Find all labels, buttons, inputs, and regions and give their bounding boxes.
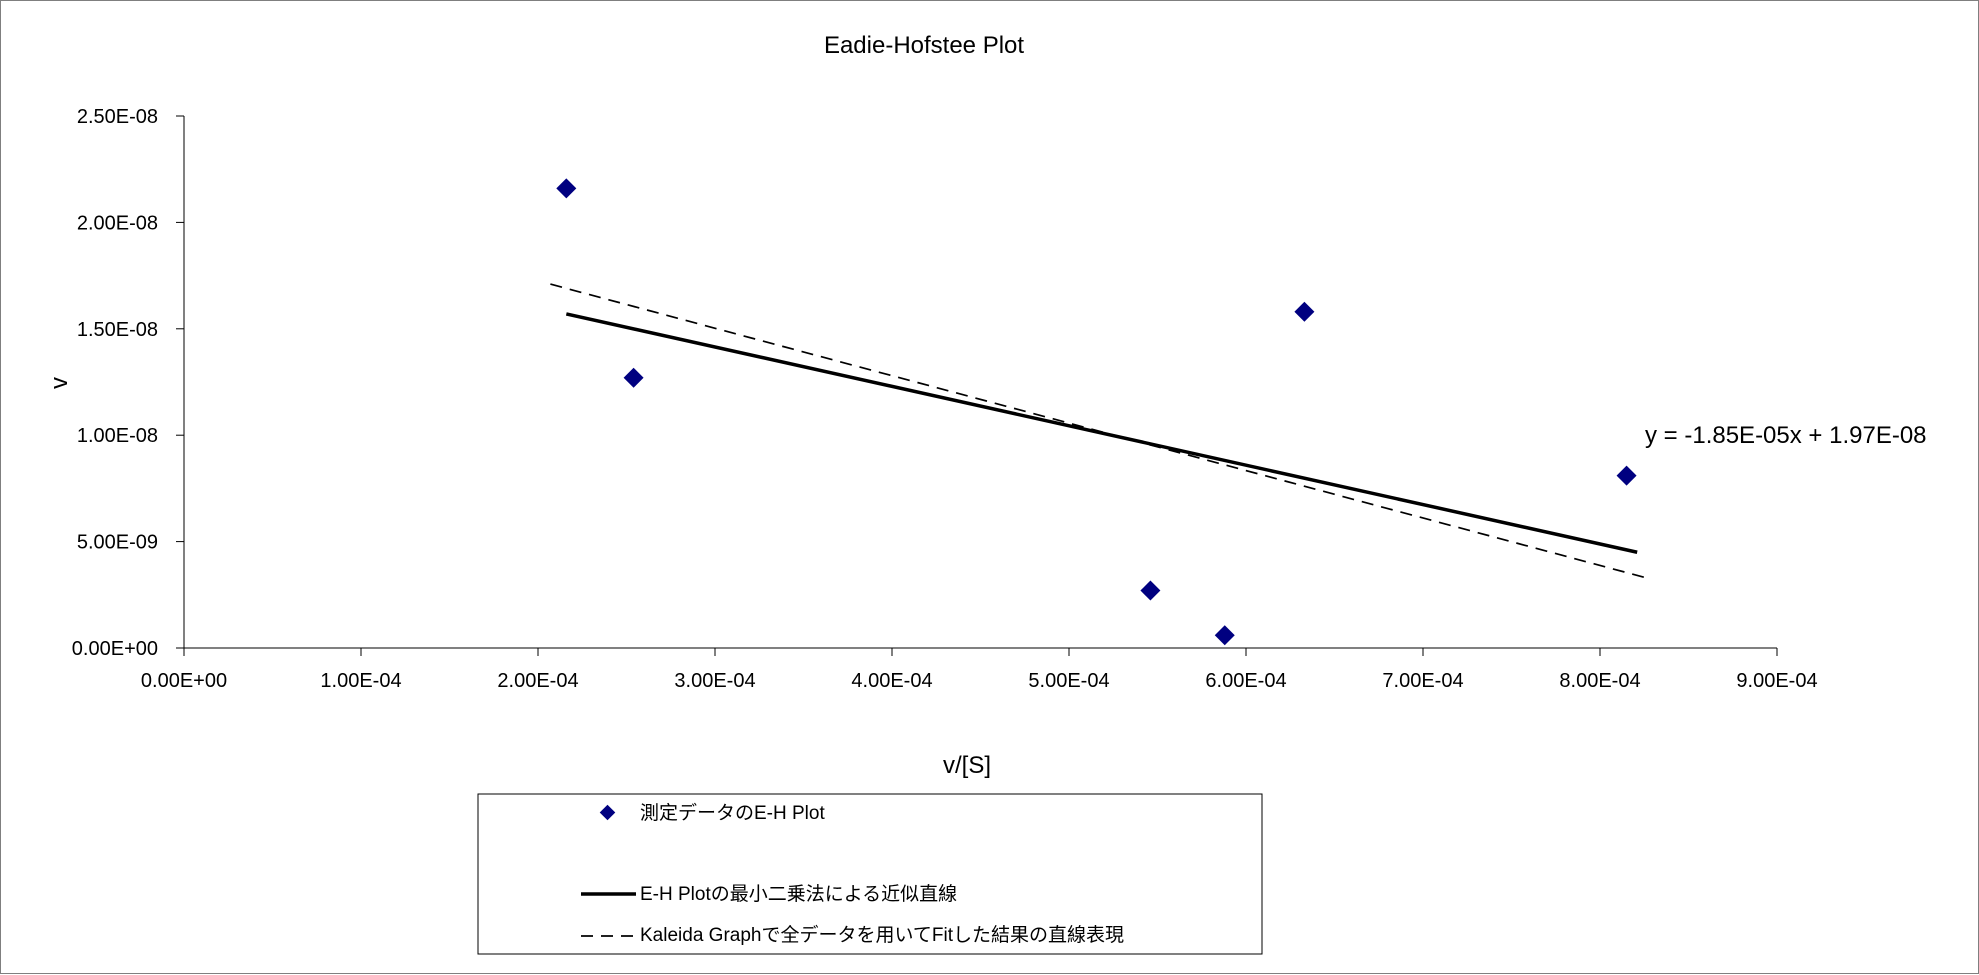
- x-ticks: 0.00E+00 1.00E-04 2.00E-04 3.00E-04 4.00E-04…: [141, 648, 1818, 692]
- x-axis-title: v/[S]: [943, 752, 991, 779]
- least-squares-line: [565, 312, 1638, 554]
- legend-item-scatter: 測定データのE-H Plot: [599, 802, 825, 824]
- y-axis-title: v: [46, 377, 73, 389]
- y-tick-label: 5.00E-09: [77, 532, 158, 554]
- x-tick-label: 6.00E-04: [1205, 670, 1286, 692]
- legend-diamond-marker: [599, 804, 616, 821]
- x-tick-label: 8.00E-04: [1559, 670, 1640, 692]
- legend: 測定データのE-H Plot E-H Plotの最小二乗法による近似直線 Kal…: [477, 793, 1263, 955]
- kaleida-fit-line: [550, 283, 1647, 579]
- x-tick-label: 9.00E-04: [1736, 670, 1817, 692]
- data-point: [1616, 465, 1637, 486]
- legend-label-kaleida: Kaleida Graphで全データを用いてFitした結果の直線表現: [640, 924, 1124, 946]
- x-tick-label: 1.00E-04: [320, 670, 401, 692]
- y-tick-label: 2.50E-08: [77, 106, 158, 128]
- y-tick-label: 1.50E-08: [77, 319, 158, 341]
- legend-label-scatter: 測定データのE-H Plot: [640, 802, 825, 824]
- data-point: [1214, 625, 1235, 646]
- trendline-equation-label: y = -1.85E-05x + 1.97E-08: [1645, 422, 1927, 449]
- data-point: [1140, 580, 1161, 601]
- legend-item-least-squares: E-H Plotの最小二乗法による近似直線: [581, 883, 957, 905]
- x-tick-label: 3.00E-04: [674, 670, 755, 692]
- chart-title: Eadie-Hofstee Plot: [824, 32, 1024, 59]
- y-tick-label: 0.00E+00: [72, 638, 158, 660]
- x-tick-label: 5.00E-04: [1028, 670, 1109, 692]
- data-point: [623, 367, 644, 388]
- legend-item-kaleida: Kaleida Graphで全データを用いてFitした結果の直線表現: [581, 924, 1124, 946]
- x-tick-label: 2.00E-04: [497, 670, 578, 692]
- x-tick-label: 4.00E-04: [851, 670, 932, 692]
- x-tick-label: 7.00E-04: [1382, 670, 1463, 692]
- plot-lines: [550, 283, 1647, 579]
- data-point: [1294, 301, 1315, 322]
- y-tick-label: 2.00E-08: [77, 212, 158, 234]
- axes: 0.00E+00 1.00E-04 2.00E-04 3.00E-04 4.00E-04…: [72, 106, 1818, 692]
- plot-points: [556, 178, 1637, 646]
- x-tick-label: 0.00E+00: [141, 670, 227, 692]
- legend-box: [477, 793, 1263, 955]
- y-tick-label: 1.00E-08: [77, 425, 158, 447]
- y-ticks: 0.00E+00 5.00E-09 1.00E-08 1.50E-08 2.00E-08…: [72, 106, 184, 660]
- data-point: [556, 178, 577, 199]
- legend-label-least-squares: E-H Plotの最小二乗法による近似直線: [640, 883, 957, 905]
